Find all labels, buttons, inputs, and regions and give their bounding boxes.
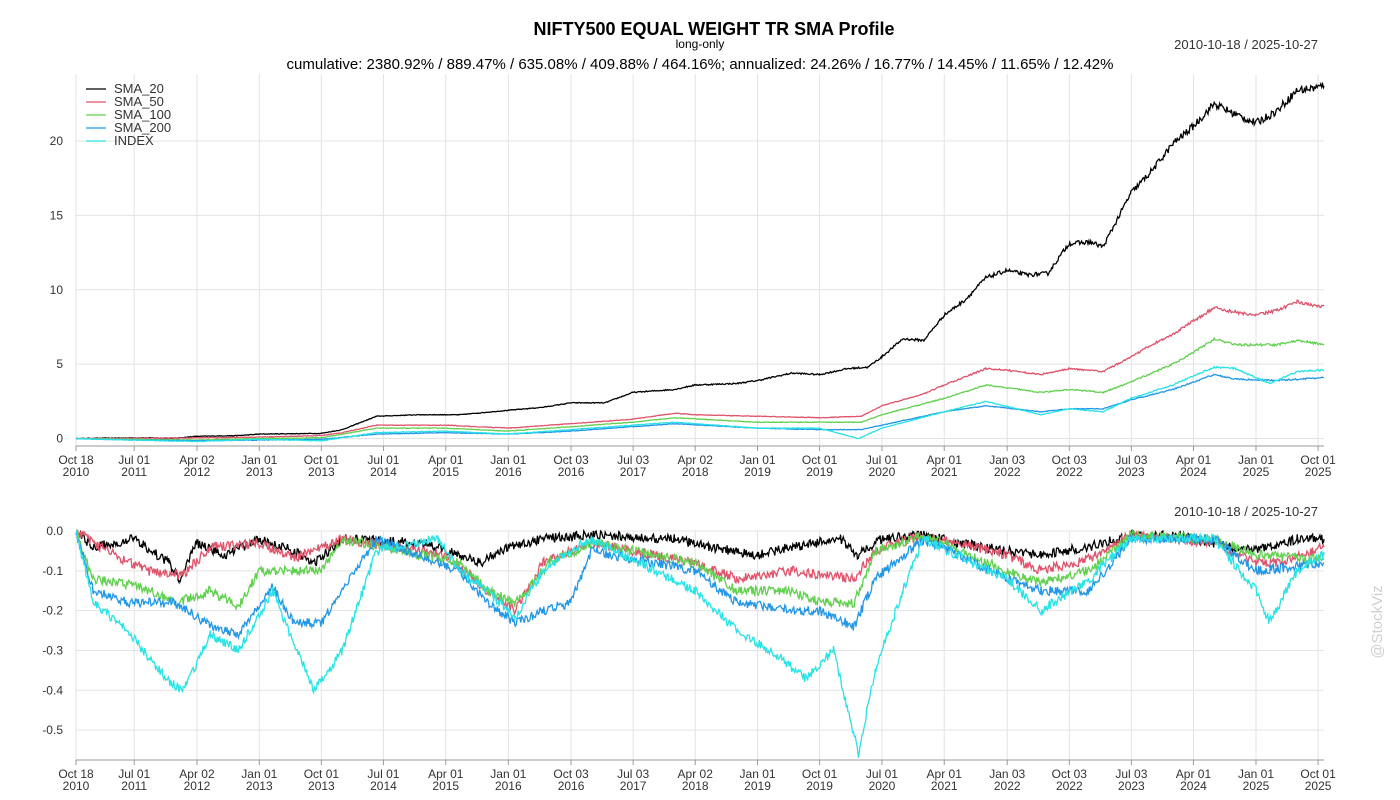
x-tick-label: Apr 02 2018 [678,453,714,479]
x-tick-label: Jan 01 2016 [490,767,526,793]
x-tick-label: Oct 03 2022 [1052,453,1088,479]
x-tick-label: Jul 01 2020 [866,767,898,793]
x-tick-label: Apr 02 2012 [179,767,215,793]
legend-label-index: INDEX [114,133,154,148]
x-tick-label: Jan 03 2022 [989,453,1025,479]
x-tick-label: Apr 01 2024 [1176,767,1212,793]
watermark: @StockViz [1369,585,1386,658]
x-tick-label: Jul 03 2023 [1115,767,1147,793]
x-tick-label: Apr 01 2021 [927,453,963,479]
x-tick-label: Oct 18 2010 [58,767,94,793]
drawdown-panel: Oct 18 2010 Jul 01 2011 Apr 02 2012 Jan 01 2013… [42,524,1336,793]
y-tick-label: 20 [50,134,64,148]
y-tick-label: -0.1 [42,564,63,578]
y-tick-label: 0 [56,432,63,446]
series-line-sma-50 [75,299,1325,440]
x-tick-label: Jan 01 2019 [740,767,776,793]
x-tick-label: Jul 01 2020 [866,453,898,479]
y-tick-label: -0.5 [42,723,63,737]
x-tick-label: Apr 01 2021 [927,767,963,793]
x-tick-label: Jul 03 2023 [1115,453,1147,479]
x-tick-label: Jan 01 2013 [241,453,277,479]
x-tick-label: Jul 01 2011 [118,767,150,793]
x-tick-label: Jan 01 2025 [1238,767,1274,793]
series-line-sma-100 [75,336,1325,442]
x-tick-label: Apr 01 2024 [1176,453,1212,479]
x-tick-label: Jul 03 2017 [617,767,649,793]
y-tick-label: 15 [50,208,64,222]
x-tick-label: Oct 01 2019 [802,767,838,793]
x-tick-label: Apr 02 2012 [179,453,215,479]
chart-title: NIFTY500 EQUAL WEIGHT TR SMA Profile [533,19,894,39]
x-tick-label: Oct 03 2022 [1052,767,1088,793]
y-tick-label: 0.0 [46,524,63,538]
x-tick-label: Jan 01 2025 [1238,453,1274,479]
x-tick-label: Oct 01 2013 [304,453,340,479]
x-tick-label: Oct 01 2019 [802,453,838,479]
x-tick-label: Jul 01 2014 [367,453,399,479]
legend-label-sma-50: SMA_50 [114,94,164,109]
x-tick-label: Jan 01 2013 [241,767,277,793]
stats-line: cumulative: 2380.92% / 889.47% / 635.08%… [287,56,1114,73]
legend-label-sma-100: SMA_100 [114,107,171,122]
series-line-sma-50 [75,530,1325,616]
y-tick-label: 10 [50,283,64,297]
x-tick-label: Apr 01 2015 [428,453,464,479]
series-line-sma-100 [75,529,1325,612]
x-tick-label: Jan 01 2019 [740,453,776,479]
x-tick-label: Jul 03 2017 [617,453,649,479]
y-tick-label: 5 [56,357,63,371]
chart-subtitle: long-only [676,37,725,51]
y-tick-label: -0.4 [42,683,63,697]
x-tick-label: Jul 01 2014 [367,767,399,793]
x-tick-label: Jan 01 2016 [490,453,526,479]
date-range-bottom: 2010-10-18 / 2025-10-27 [1174,504,1318,519]
series-line-index [75,530,1325,758]
x-tick-label: Jan 03 2022 [989,767,1025,793]
x-tick-label: Jul 01 2011 [118,453,150,479]
legend-label-sma-200: SMA_200 [114,120,171,135]
x-tick-label: Oct 01 2025 [1300,453,1336,479]
legend-label-sma-20: SMA_20 [114,81,164,96]
x-tick-label: Oct 03 2016 [553,453,589,479]
x-tick-label: Apr 02 2018 [678,767,714,793]
date-range-top: 2010-10-18 / 2025-10-27 [1174,37,1318,52]
series-line-sma-20 [75,81,1325,440]
x-tick-label: Oct 03 2016 [553,767,589,793]
y-tick-label: -0.2 [42,604,63,618]
series-line-sma-200 [75,533,1325,641]
x-tick-label: Apr 01 2015 [428,767,464,793]
y-tick-label: -0.3 [42,643,63,657]
cumulative-return-panel: Oct 18 2010 Jul 01 2011 Apr 02 2012 Jan 01 2013… [50,74,1336,479]
x-tick-label: Oct 01 2013 [304,767,340,793]
x-tick-label: Oct 18 2010 [58,453,94,479]
series-line-index [75,365,1325,443]
x-tick-label: Oct 01 2025 [1300,767,1336,793]
